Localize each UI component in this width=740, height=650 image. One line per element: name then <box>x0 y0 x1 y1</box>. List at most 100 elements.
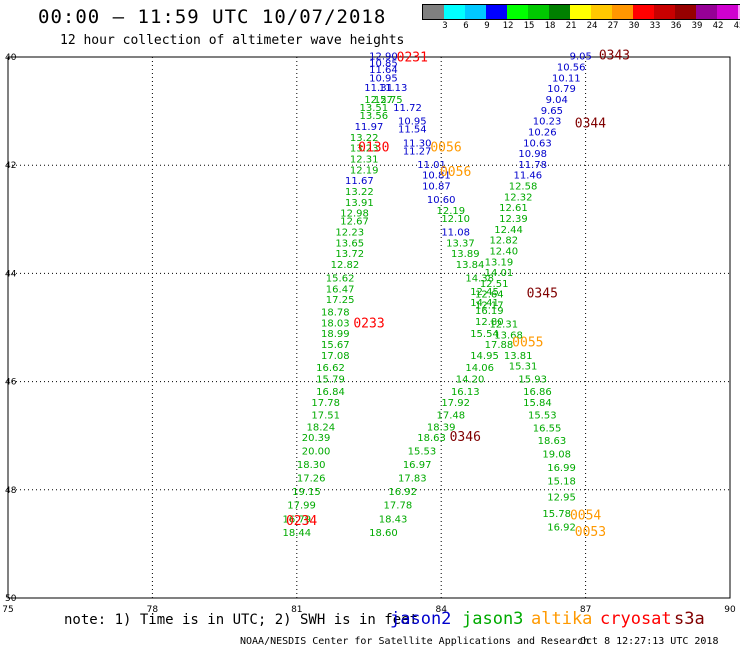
wave-height-value: 13.84 <box>456 260 485 271</box>
wave-height-value: 12.75 <box>374 95 403 106</box>
wave-height-value: 12.51 <box>480 279 509 290</box>
wave-height-value: 11.46 <box>514 171 543 182</box>
wave-height-value: 20.39 <box>302 433 331 444</box>
wave-height-value: 10.23 <box>533 117 562 128</box>
wave-height-value: 12.80 <box>475 317 504 328</box>
map-frame <box>7 56 731 599</box>
wave-height-value: 14.95 <box>470 351 499 362</box>
wave-height-value: 12.44 <box>494 225 523 236</box>
wave-height-value: 13.51 <box>359 103 388 114</box>
wave-height-value: 19.08 <box>542 449 571 460</box>
wave-height-value: 14.06 <box>465 363 494 374</box>
wave-height-value: 18.43 <box>379 514 408 525</box>
wave-height-value: 15.53 <box>408 447 437 458</box>
color-scale-label: 6 <box>463 21 469 31</box>
color-scale-swatch <box>717 5 738 19</box>
wave-height-value: 13.91 <box>345 198 374 209</box>
wave-height-value: 12.39 <box>499 214 528 225</box>
pass-time-label: 0056 <box>430 141 461 156</box>
wave-height-value: 12.64 <box>475 290 504 301</box>
wave-height-value: 11.67 <box>345 176 374 187</box>
wave-height-value: 11.72 <box>393 103 422 114</box>
wave-height-value: 12.57 <box>364 95 393 106</box>
wave-height-value: 15.79 <box>316 375 345 386</box>
wave-height-value: 13.22 <box>350 133 379 144</box>
pass-time-label: 0343 <box>599 49 630 64</box>
wave-height-value: 16.84 <box>316 387 345 398</box>
color-scale-swatch <box>486 5 507 19</box>
wave-height-value: 12.90 <box>369 52 398 63</box>
wave-height-value: 13.65 <box>335 238 364 249</box>
longitude-tick-label: 75 <box>2 605 13 615</box>
wave-height-value: 12.17 <box>475 301 504 312</box>
wave-height-value: 11.97 <box>355 122 384 133</box>
wave-height-value: 11.64 <box>369 65 398 76</box>
wave-height-value: 18.03 <box>321 318 350 329</box>
longitude-tick-label: 78 <box>147 605 159 615</box>
wave-height-value: 15.53 <box>528 410 557 421</box>
color-scale-label: 3 <box>442 21 448 31</box>
pass-time-label: 0231 <box>397 50 428 65</box>
color-scale-swatch <box>570 5 591 19</box>
wave-height-value: 12.31 <box>350 154 379 165</box>
pass-time-label: 0346 <box>450 430 481 445</box>
wave-height-value: 10.98 <box>518 149 547 160</box>
wave-height-value: 16.19 <box>475 306 504 317</box>
wave-height-value: 12.82 <box>489 236 518 247</box>
wave-height-value: 12.95 <box>547 493 576 504</box>
wave-height-value: 14.20 <box>456 375 485 386</box>
wave-height-value: 12.40 <box>489 246 518 257</box>
wave-height-value: 10.87 <box>422 182 451 193</box>
pass-time-label: 0056 <box>440 165 471 180</box>
color-scale-swatch <box>444 5 465 19</box>
wave-height-value: 16.97 <box>403 460 432 471</box>
wave-height-value: 15.78 <box>542 509 571 520</box>
wave-height-value: 13.19 <box>485 257 514 268</box>
wave-height-value: 16.92 <box>388 487 417 498</box>
color-scale-label: 36 <box>670 21 682 31</box>
wave-height-value: 13.81 <box>504 351 533 362</box>
wave-height-value: 12.58 <box>509 182 538 193</box>
wave-height-value: 16.99 <box>547 463 576 474</box>
wave-height-value: 16.13 <box>451 387 480 398</box>
units-note: note: 1) Time is in UTC; 2) SWH is in fe… <box>64 612 419 628</box>
wave-height-value: 10.95 <box>369 73 398 84</box>
wave-height-value: 13.72 <box>335 249 364 260</box>
longitude-tick-label: 90 <box>724 605 736 615</box>
color-scale-label: 24 <box>586 21 598 31</box>
color-scale-label: 9 <box>484 21 490 31</box>
wave-height-value: 17.08 <box>321 351 350 362</box>
wave-height-value: 18.24 <box>307 422 336 433</box>
wave-height-value: 13.22 <box>345 187 374 198</box>
wave-height-value: 16.62 <box>316 363 345 374</box>
wave-height-value: 17.92 <box>441 398 470 409</box>
map-subtitle: 12 hour collection of altimeter wave hei… <box>60 33 405 48</box>
wave-height-value: 17.83 <box>398 474 427 485</box>
wave-height-value: 15.18 <box>547 476 576 487</box>
pass-time-label: 0054 <box>570 509 601 524</box>
wave-height-value: 15.62 <box>326 274 355 285</box>
color-scale-swatch <box>591 5 612 19</box>
pass-time-label: 0233 <box>353 317 384 332</box>
wave-height-value: 18.99 <box>321 329 350 340</box>
color-scale-swatch <box>654 5 675 19</box>
wave-height-value: 12.45 <box>470 287 499 298</box>
color-scale-label: 18 <box>544 21 556 31</box>
pass-time-label: 0345 <box>527 287 558 302</box>
color-scale-label: 39 <box>691 21 703 31</box>
longitude-tick-label: 87 <box>580 605 591 615</box>
wave-height-value: 16.86 <box>523 387 552 398</box>
wave-height-value: 17.48 <box>437 410 466 421</box>
color-scale-label: 33 <box>649 21 661 31</box>
legend-cryosat: cryosat <box>600 609 672 629</box>
latitude-tick-label: 50 <box>5 594 17 604</box>
wave-height-value: 12.98 <box>340 209 369 220</box>
wave-height-value: 20.00 <box>302 447 331 458</box>
wave-height-value: 13.37 <box>446 238 475 249</box>
pass-time-label: 0234 <box>286 514 317 529</box>
wave-height-value: 17.78 <box>311 398 340 409</box>
latitude-tick-label: 46 <box>5 378 17 388</box>
color-scale-swatch <box>738 5 740 19</box>
